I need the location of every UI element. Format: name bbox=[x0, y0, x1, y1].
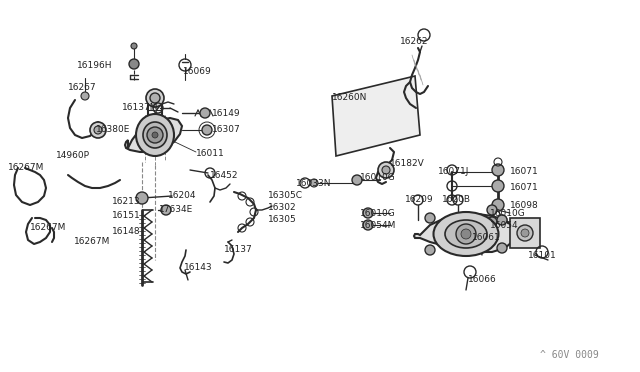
Text: 16137: 16137 bbox=[224, 246, 253, 254]
Text: 16137M: 16137M bbox=[122, 103, 159, 112]
Text: 16452: 16452 bbox=[210, 170, 239, 180]
Text: 16305: 16305 bbox=[268, 215, 297, 224]
Circle shape bbox=[492, 180, 504, 192]
Text: 16071: 16071 bbox=[510, 183, 539, 192]
Ellipse shape bbox=[445, 220, 487, 248]
Text: 16010G: 16010G bbox=[360, 173, 396, 183]
Text: 16071: 16071 bbox=[510, 167, 539, 176]
Text: 16066: 16066 bbox=[468, 276, 497, 285]
Ellipse shape bbox=[433, 212, 499, 256]
Circle shape bbox=[517, 225, 533, 241]
Circle shape bbox=[425, 213, 435, 223]
Text: 14960P: 14960P bbox=[56, 151, 90, 160]
Text: 16260N: 16260N bbox=[332, 93, 367, 103]
Polygon shape bbox=[510, 218, 540, 248]
Text: 16267M: 16267M bbox=[8, 164, 44, 173]
Text: 16010G: 16010G bbox=[360, 208, 396, 218]
Circle shape bbox=[152, 132, 158, 138]
Text: 16267M: 16267M bbox=[30, 224, 67, 232]
Circle shape bbox=[497, 215, 507, 225]
Text: 16302: 16302 bbox=[268, 203, 296, 212]
Circle shape bbox=[492, 199, 504, 211]
Text: 1620B: 1620B bbox=[442, 196, 471, 205]
Text: 16213: 16213 bbox=[112, 198, 141, 206]
Text: 16054: 16054 bbox=[490, 221, 518, 230]
Circle shape bbox=[161, 205, 171, 215]
Circle shape bbox=[521, 229, 529, 237]
Circle shape bbox=[146, 89, 164, 107]
Text: 16307: 16307 bbox=[212, 125, 241, 135]
Circle shape bbox=[136, 192, 148, 204]
Circle shape bbox=[363, 208, 373, 218]
Polygon shape bbox=[125, 118, 182, 152]
Text: ^ 60V 0009: ^ 60V 0009 bbox=[540, 350, 599, 360]
Text: 16143: 16143 bbox=[184, 263, 212, 273]
Text: 16011: 16011 bbox=[196, 148, 225, 157]
Text: 16267: 16267 bbox=[68, 83, 97, 93]
Circle shape bbox=[378, 162, 394, 178]
Circle shape bbox=[497, 243, 507, 253]
Text: 16069: 16069 bbox=[183, 67, 212, 77]
Circle shape bbox=[147, 127, 163, 143]
Polygon shape bbox=[414, 214, 514, 252]
Circle shape bbox=[352, 175, 362, 185]
Circle shape bbox=[200, 108, 210, 118]
Text: 16209: 16209 bbox=[405, 196, 434, 205]
Text: 16151: 16151 bbox=[112, 211, 141, 219]
Circle shape bbox=[131, 43, 137, 49]
Ellipse shape bbox=[136, 114, 174, 156]
Circle shape bbox=[425, 245, 435, 255]
Ellipse shape bbox=[143, 122, 167, 148]
Text: 16071J: 16071J bbox=[438, 167, 469, 176]
Text: 16196H: 16196H bbox=[77, 61, 112, 70]
Text: 16101: 16101 bbox=[528, 250, 557, 260]
Circle shape bbox=[90, 122, 106, 138]
Circle shape bbox=[461, 229, 471, 239]
Text: 16098: 16098 bbox=[510, 201, 539, 209]
Text: 16010G: 16010G bbox=[490, 208, 525, 218]
Circle shape bbox=[382, 166, 390, 174]
Text: 16149: 16149 bbox=[212, 109, 241, 118]
Text: 16204: 16204 bbox=[168, 192, 196, 201]
Text: 16061: 16061 bbox=[472, 234, 500, 243]
Circle shape bbox=[492, 164, 504, 176]
Circle shape bbox=[487, 217, 497, 227]
Circle shape bbox=[310, 179, 318, 187]
Text: 16305C: 16305C bbox=[268, 192, 303, 201]
Text: 16033N: 16033N bbox=[296, 179, 332, 187]
Circle shape bbox=[129, 59, 139, 69]
Circle shape bbox=[363, 220, 373, 230]
Text: 16262: 16262 bbox=[400, 38, 429, 46]
Circle shape bbox=[487, 205, 497, 215]
Text: 16054M: 16054M bbox=[360, 221, 396, 230]
Text: 16380E: 16380E bbox=[96, 125, 131, 135]
Circle shape bbox=[150, 93, 160, 103]
Text: 16148: 16148 bbox=[112, 228, 141, 237]
Circle shape bbox=[202, 125, 212, 135]
Circle shape bbox=[81, 92, 89, 100]
Text: 16182V: 16182V bbox=[390, 158, 425, 167]
Polygon shape bbox=[332, 76, 420, 156]
Circle shape bbox=[94, 126, 102, 134]
Circle shape bbox=[456, 224, 476, 244]
Text: 17634E: 17634E bbox=[159, 205, 193, 215]
Text: 16267M: 16267M bbox=[74, 237, 110, 247]
